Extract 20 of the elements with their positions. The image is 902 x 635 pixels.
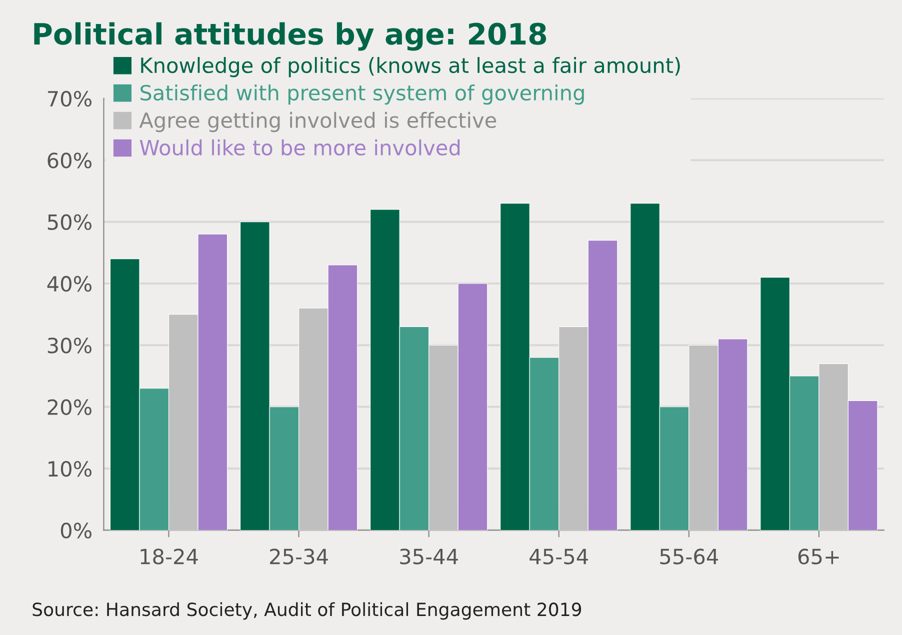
x-tick-label: 35-44 (400, 548, 458, 564)
y-tick-label: 20% (48, 399, 92, 416)
y-tick-label: 0% (60, 522, 92, 538)
x-tick-label: 45-54 (530, 548, 588, 564)
y-tick-label: 50% (48, 214, 92, 230)
y-tick-label: 70% (48, 90, 92, 107)
y-tick-label: 10% (48, 460, 92, 477)
legend-label: Knowledge of politics (knows at least a fair amount) (141, 57, 680, 78)
x-tick-label: 55-64 (660, 548, 718, 564)
y-tick-label: 30% (48, 338, 92, 354)
legend-label: Agree getting involved is effective (139, 112, 496, 132)
chart-title: Political attitudes by age: 2018 (34, 22, 546, 51)
legend-label: Would like to be more involved (140, 139, 460, 156)
y-tick-label: 40% (47, 276, 92, 292)
legend-label: Satisfied with present system of governing (140, 84, 584, 105)
x-tick-label: 18-24 (140, 548, 198, 564)
x-tick-label: 25-34 (270, 548, 328, 564)
y-tick-label: 60% (48, 152, 92, 168)
x-tick-label: 65+ (798, 548, 839, 564)
source-note: Source: Hansard Society, Audit of Political Engagement 2019 (32, 602, 582, 620)
